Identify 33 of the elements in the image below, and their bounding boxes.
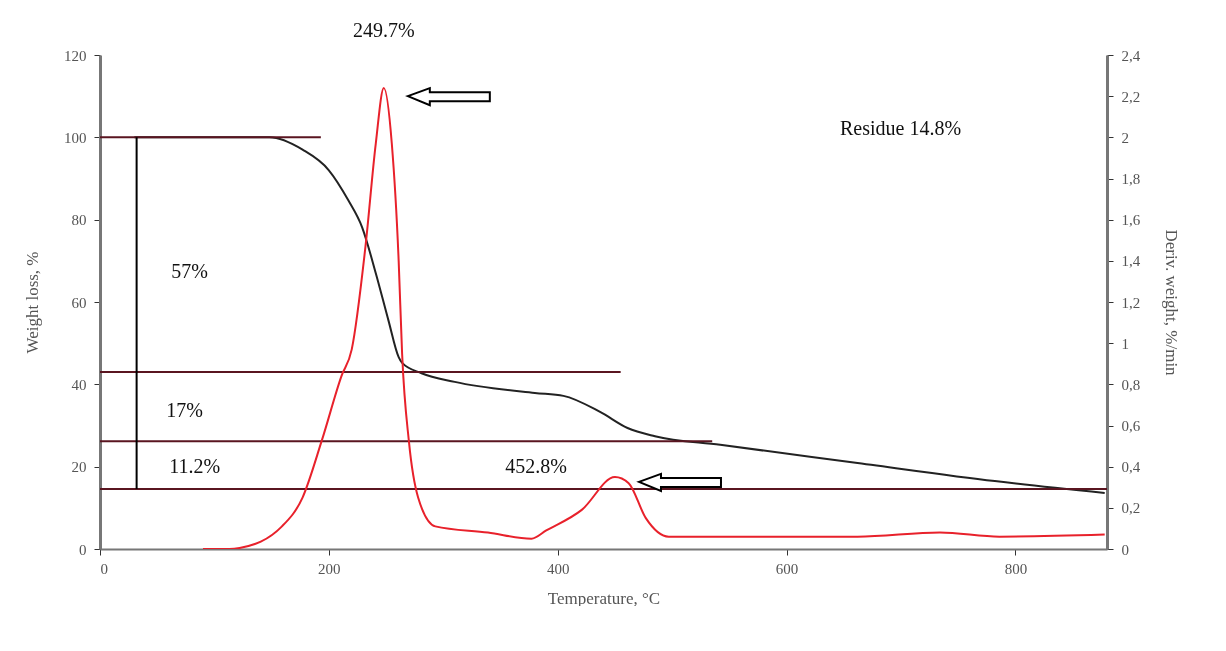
y-tick-label: 120: [64, 47, 87, 64]
annotation: 452.8%: [505, 455, 567, 478]
x-tick-label: 400: [546, 560, 570, 577]
annotation: 11.2%: [169, 455, 221, 478]
x-tick-label: 200: [318, 560, 341, 577]
y2-tick-label: 0,6: [1121, 418, 1141, 434]
y-tick-label: 0: [79, 541, 87, 558]
y-axis-title: Weight loss, %: [23, 251, 42, 354]
y2-tick-label: 1,8: [1121, 171, 1141, 187]
y2-tick-label: 0,2: [1121, 500, 1141, 517]
y2-axis-title: Deriv. weight, %/min: [1162, 229, 1182, 377]
y-tick-label: 100: [64, 129, 87, 146]
y-tick-label: 80: [71, 212, 87, 229]
x-tick-label: 800: [1004, 560, 1028, 577]
y2-tick-label: 2: [1121, 129, 1129, 146]
y2-tick-label: 1,6: [1121, 212, 1141, 229]
x-tick-label: 0: [100, 560, 108, 577]
annotation: 17%: [166, 398, 203, 421]
y2-tick-label: 0,4: [1121, 459, 1141, 476]
y2-tick-label: 0,8: [1121, 376, 1141, 393]
y2-tick-label: 1: [1121, 335, 1129, 352]
text: 249.7%: [352, 19, 415, 41]
x-tick-label: 600: [775, 560, 799, 577]
y2-tick-label: 2,2: [1121, 88, 1141, 105]
y2-tick-label: 2,4: [1121, 47, 1141, 64]
y2-tick-label: 0: [1121, 541, 1129, 558]
y2-tick-label: 1,4: [1121, 253, 1141, 270]
y-tick-label: 40: [71, 376, 87, 393]
y-tick-label: 60: [71, 294, 87, 311]
annotation: 57%: [171, 260, 208, 283]
annotation: Residue 14.8%: [840, 117, 962, 140]
y-tick-label: 20: [71, 459, 87, 476]
y2-tick-label: 1,2: [1121, 294, 1141, 311]
